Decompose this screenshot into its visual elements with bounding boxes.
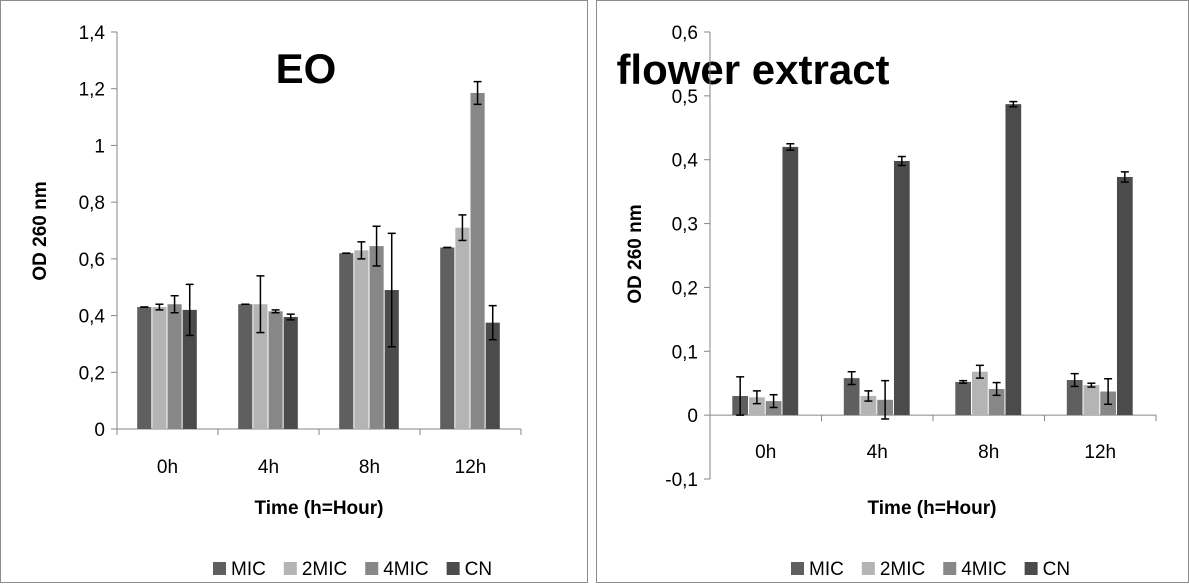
legend-label-cn: CN	[465, 559, 492, 580]
bar-4mic	[268, 311, 283, 429]
y-tick-label: 0,5	[672, 87, 698, 108]
bar-cn	[283, 316, 298, 429]
bar-cn	[893, 160, 910, 416]
legend-label-2mic: 2MIC	[302, 559, 347, 580]
legend-label-4mic: 4MIC	[383, 559, 428, 580]
x-tick-label: 4h	[258, 457, 279, 478]
legend-swatch-mic	[791, 562, 804, 575]
bar-2mic	[253, 304, 268, 429]
chart-panel-flower-extract: flower extract -0,1 0 0,1 0,2 0,3 0,4 0,5 0,6 0h 4…	[596, 0, 1189, 583]
legend-label-2mic: 2MIC	[880, 559, 925, 580]
y-tick-label: 0,8	[79, 193, 105, 214]
bar-cn	[1005, 104, 1022, 416]
bar-2mic	[749, 397, 765, 416]
y-tick-label: 1,4	[79, 23, 106, 44]
chart-flower-extract-svg: flower extract -0,1 0 0,1 0,2 0,3 0,4 0,5 0,6 0h 4…	[616, 23, 1157, 580]
legend-label-cn: CN	[1043, 559, 1070, 580]
bar-2mic	[152, 307, 167, 429]
y-tick-label: -0,1	[665, 470, 698, 491]
legend-swatch-cn	[446, 562, 460, 575]
bar-cn	[384, 290, 399, 429]
y-tick-label: 0,4	[79, 307, 106, 328]
bar-2mic	[455, 227, 470, 429]
y-tick-label: 0,6	[672, 23, 698, 44]
bar-cn	[782, 146, 799, 416]
y-tick-label: 1	[94, 136, 105, 157]
chart-title: flower extract	[616, 46, 889, 93]
y-axis-title: OD 260 nm	[625, 204, 646, 303]
bar-4mic	[167, 304, 182, 429]
y-tick-label: 0,6	[79, 250, 105, 271]
legend-swatch-2mic	[861, 562, 875, 575]
y-tick-label: 0	[687, 406, 698, 427]
legend-swatch-4mic	[943, 562, 957, 575]
bar-2mic	[354, 250, 369, 429]
y-tick-label: 0,1	[672, 342, 698, 363]
legend-swatch-4mic	[365, 562, 379, 575]
x-tick-label: 0h	[755, 442, 776, 463]
legend-label-mic: MIC	[809, 559, 844, 580]
y-tick-label: 0,2	[672, 278, 698, 299]
bar-mic	[238, 304, 253, 429]
bar-mic	[843, 378, 860, 416]
y-axis-title: OD 260 nm	[30, 181, 51, 280]
x-tick-label: 12h	[455, 457, 487, 478]
y-tick-label: 1,2	[79, 80, 105, 101]
x-tick-label: 8h	[978, 442, 999, 463]
x-tick-label: 0h	[157, 457, 178, 478]
y-tick-label: 0,4	[672, 151, 699, 172]
x-axis-title: Time (h=Hour)	[255, 498, 384, 519]
chart-title: EO	[276, 45, 337, 92]
x-axis-title: Time (h=Hour)	[868, 498, 997, 519]
y-tick-label: 0,2	[79, 363, 105, 384]
legend-swatch-cn	[1024, 562, 1038, 575]
x-tick-label: 12h	[1084, 442, 1116, 463]
legend-swatch-mic	[213, 562, 226, 575]
bar-mic	[1066, 380, 1083, 416]
chart-panel-eo: EO 0 0,2 0,4 0,6 0,8 1 1,2 1,4 0h 4h 8h 12h Time (h=H…	[0, 0, 588, 583]
bar-cn	[182, 309, 197, 429]
legend-swatch-2mic	[283, 562, 297, 575]
bar-4mic	[470, 92, 485, 429]
legend-label-4mic: 4MIC	[961, 559, 1006, 580]
bar-mic	[137, 307, 152, 429]
bar-cn	[485, 322, 500, 429]
bar-mic	[955, 381, 972, 416]
bar-2mic	[972, 371, 988, 416]
bar-cn	[1116, 176, 1133, 416]
bar-4mic	[369, 246, 384, 429]
chart-eo-svg: EO 0 0,2 0,4 0,6 0,8 1 1,2 1,4 0h 4h 8h 12h Time (h=H…	[30, 23, 522, 580]
bar-mic	[440, 247, 455, 429]
y-tick-label: 0	[94, 420, 105, 441]
y-tick-label: 0,3	[672, 215, 698, 236]
x-tick-label: 8h	[359, 457, 380, 478]
x-tick-label: 4h	[867, 442, 888, 463]
bar-mic	[339, 253, 354, 429]
legend-label-mic: MIC	[231, 559, 266, 580]
bar-2mic	[1083, 385, 1100, 416]
